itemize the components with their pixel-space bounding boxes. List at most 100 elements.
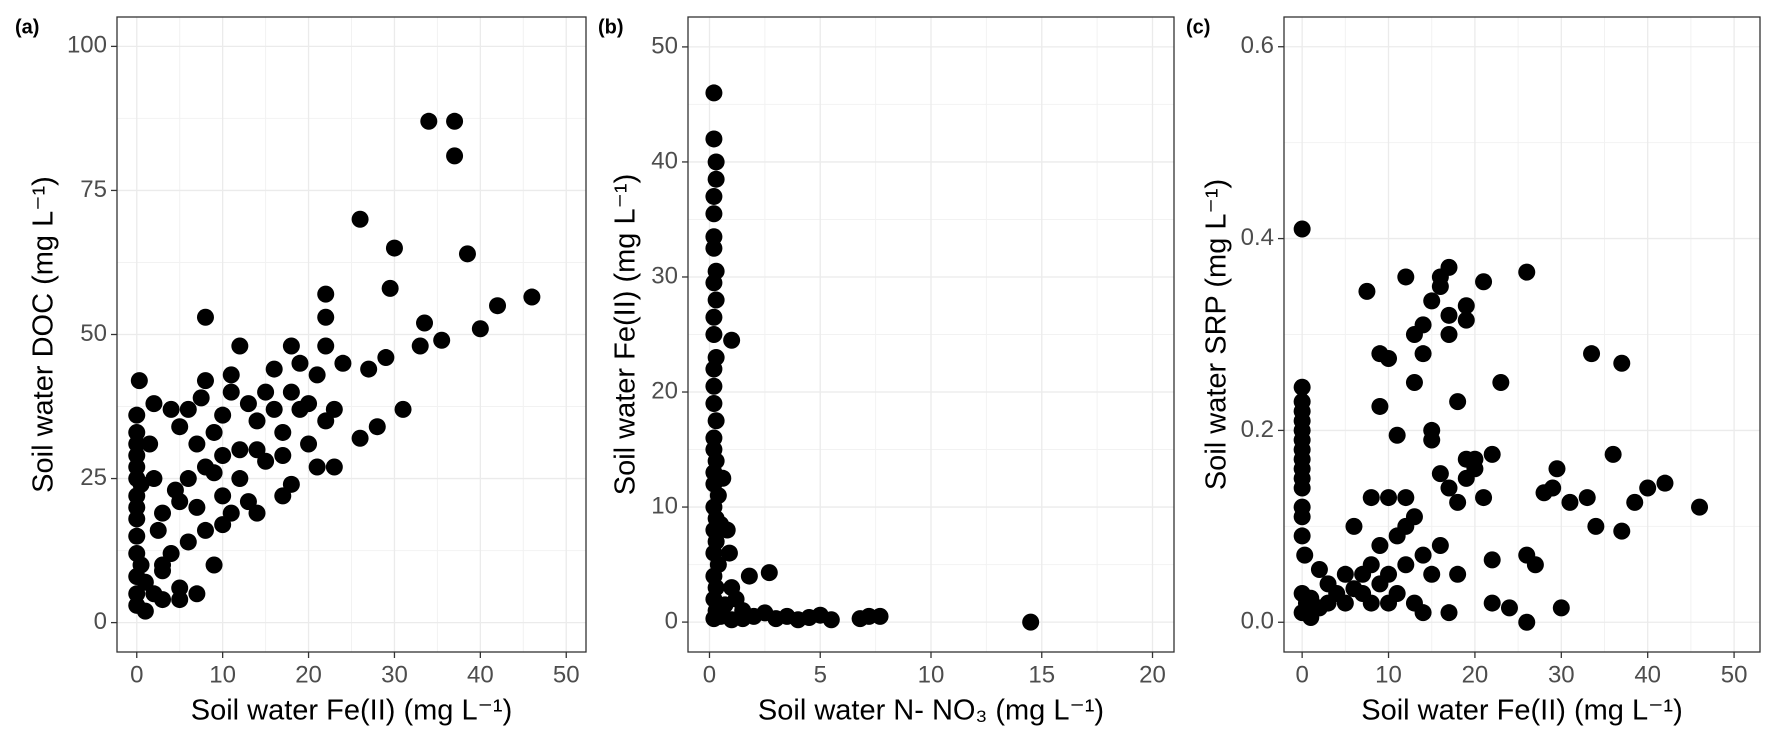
point bbox=[734, 610, 752, 628]
point bbox=[1414, 316, 1432, 334]
point bbox=[1358, 282, 1376, 300]
point bbox=[1457, 297, 1475, 315]
point bbox=[132, 556, 150, 574]
point bbox=[705, 360, 723, 378]
point bbox=[705, 205, 723, 223]
point bbox=[325, 400, 343, 418]
panel-label: (a) bbox=[15, 16, 39, 38]
x-tick-label: 20 bbox=[1462, 661, 1489, 688]
x-tick-label: 15 bbox=[1028, 661, 1055, 688]
point bbox=[1475, 273, 1493, 291]
point bbox=[1405, 508, 1423, 526]
point bbox=[145, 470, 163, 488]
point bbox=[231, 470, 249, 488]
point bbox=[1293, 508, 1311, 526]
point bbox=[705, 395, 723, 413]
point bbox=[196, 521, 214, 539]
point bbox=[707, 153, 725, 171]
point bbox=[1397, 489, 1415, 507]
point bbox=[1440, 258, 1458, 276]
point bbox=[705, 84, 723, 102]
point bbox=[188, 498, 206, 516]
point bbox=[1492, 373, 1510, 391]
x-tick-label: 0 bbox=[130, 661, 143, 688]
y-tick-label: 40 bbox=[651, 147, 678, 174]
point bbox=[239, 395, 257, 413]
point bbox=[1548, 460, 1566, 478]
point bbox=[705, 187, 723, 205]
x-tick-label: 20 bbox=[295, 661, 322, 688]
point bbox=[718, 521, 736, 539]
point bbox=[132, 475, 150, 493]
point bbox=[162, 400, 180, 418]
point bbox=[1388, 426, 1406, 444]
point bbox=[705, 326, 723, 343]
point bbox=[1475, 489, 1493, 507]
point bbox=[1626, 493, 1644, 511]
point bbox=[1613, 522, 1631, 540]
point bbox=[1639, 479, 1657, 497]
y-tick-label: 75 bbox=[80, 176, 107, 203]
point bbox=[707, 170, 725, 188]
y-tick-label: 0.0 bbox=[1241, 608, 1274, 635]
point bbox=[411, 337, 429, 355]
point bbox=[1293, 220, 1311, 238]
point bbox=[420, 112, 438, 130]
y-tick-label: 0.6 bbox=[1241, 32, 1274, 59]
point bbox=[171, 493, 189, 511]
point bbox=[179, 533, 197, 551]
point bbox=[1362, 556, 1380, 574]
point bbox=[446, 147, 464, 165]
point bbox=[214, 487, 232, 505]
point bbox=[1483, 594, 1501, 612]
point bbox=[1388, 584, 1406, 602]
y-tick-label: 10 bbox=[651, 492, 678, 519]
point bbox=[740, 567, 758, 585]
point bbox=[705, 239, 723, 257]
point bbox=[205, 556, 223, 574]
point bbox=[1293, 479, 1311, 497]
point bbox=[381, 279, 399, 297]
point bbox=[1397, 556, 1415, 574]
panel-border bbox=[687, 16, 1175, 653]
point bbox=[274, 447, 292, 465]
point bbox=[141, 435, 159, 453]
point bbox=[705, 308, 723, 326]
point bbox=[1293, 527, 1311, 545]
point bbox=[128, 423, 146, 441]
point bbox=[1414, 546, 1432, 564]
point bbox=[1613, 354, 1631, 372]
point bbox=[282, 337, 300, 355]
point bbox=[1440, 326, 1458, 343]
x-tick-label: 30 bbox=[381, 661, 408, 688]
point bbox=[1457, 311, 1475, 329]
point bbox=[1362, 489, 1380, 507]
point bbox=[360, 360, 378, 378]
point bbox=[368, 418, 386, 436]
point bbox=[1431, 465, 1449, 483]
point bbox=[274, 423, 292, 441]
point bbox=[1466, 450, 1484, 468]
point bbox=[446, 112, 464, 130]
point bbox=[317, 285, 335, 303]
panel-label: (c) bbox=[1186, 16, 1210, 38]
point bbox=[1423, 431, 1441, 449]
point bbox=[871, 607, 889, 625]
point bbox=[822, 611, 840, 629]
point bbox=[1336, 594, 1354, 612]
point bbox=[128, 406, 146, 424]
point bbox=[222, 383, 240, 401]
point bbox=[1483, 445, 1501, 463]
point bbox=[136, 602, 154, 620]
point bbox=[222, 366, 240, 384]
point bbox=[196, 308, 214, 326]
point bbox=[1362, 594, 1380, 612]
y-tick-label: 20 bbox=[651, 377, 678, 404]
x-tick-label: 40 bbox=[467, 661, 494, 688]
point bbox=[1440, 479, 1458, 497]
y-tick-label: 0 bbox=[665, 607, 678, 634]
point bbox=[300, 395, 318, 413]
point bbox=[154, 504, 172, 522]
point bbox=[171, 591, 189, 609]
